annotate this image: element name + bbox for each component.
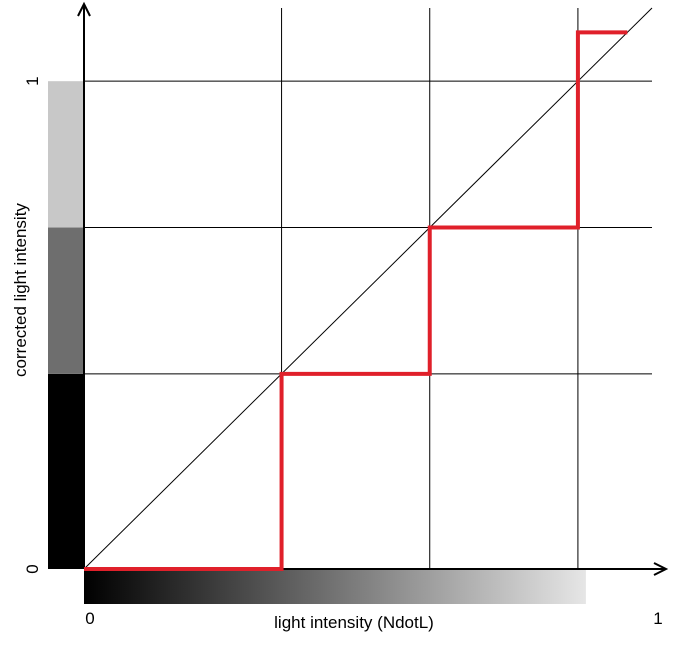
y-axis-label: corrected light intensity bbox=[11, 203, 30, 377]
y-color-bands bbox=[48, 81, 84, 569]
x-tick-label-1: 1 bbox=[653, 609, 662, 628]
y-tick-label-1: 1 bbox=[23, 76, 42, 85]
x-gradient-bar bbox=[84, 570, 586, 604]
series-layer bbox=[83, 7, 653, 571]
y-color-band-0 bbox=[48, 373, 84, 569]
step-function-line bbox=[84, 30, 628, 571]
x-axis-label: light intensity (NdotL) bbox=[274, 613, 434, 632]
x-tick-label-0: 0 bbox=[85, 609, 94, 628]
y-color-band-1 bbox=[48, 227, 84, 374]
x-axis-arrow bbox=[653, 562, 669, 576]
identity-line bbox=[83, 7, 653, 570]
y-axis-arrow bbox=[77, 1, 91, 17]
labels: 0 1 0 1 light intensity (NdotL) corrected lig… bbox=[11, 76, 663, 632]
y-tick-label-0: 0 bbox=[23, 564, 42, 573]
y-color-band-2 bbox=[48, 81, 84, 228]
